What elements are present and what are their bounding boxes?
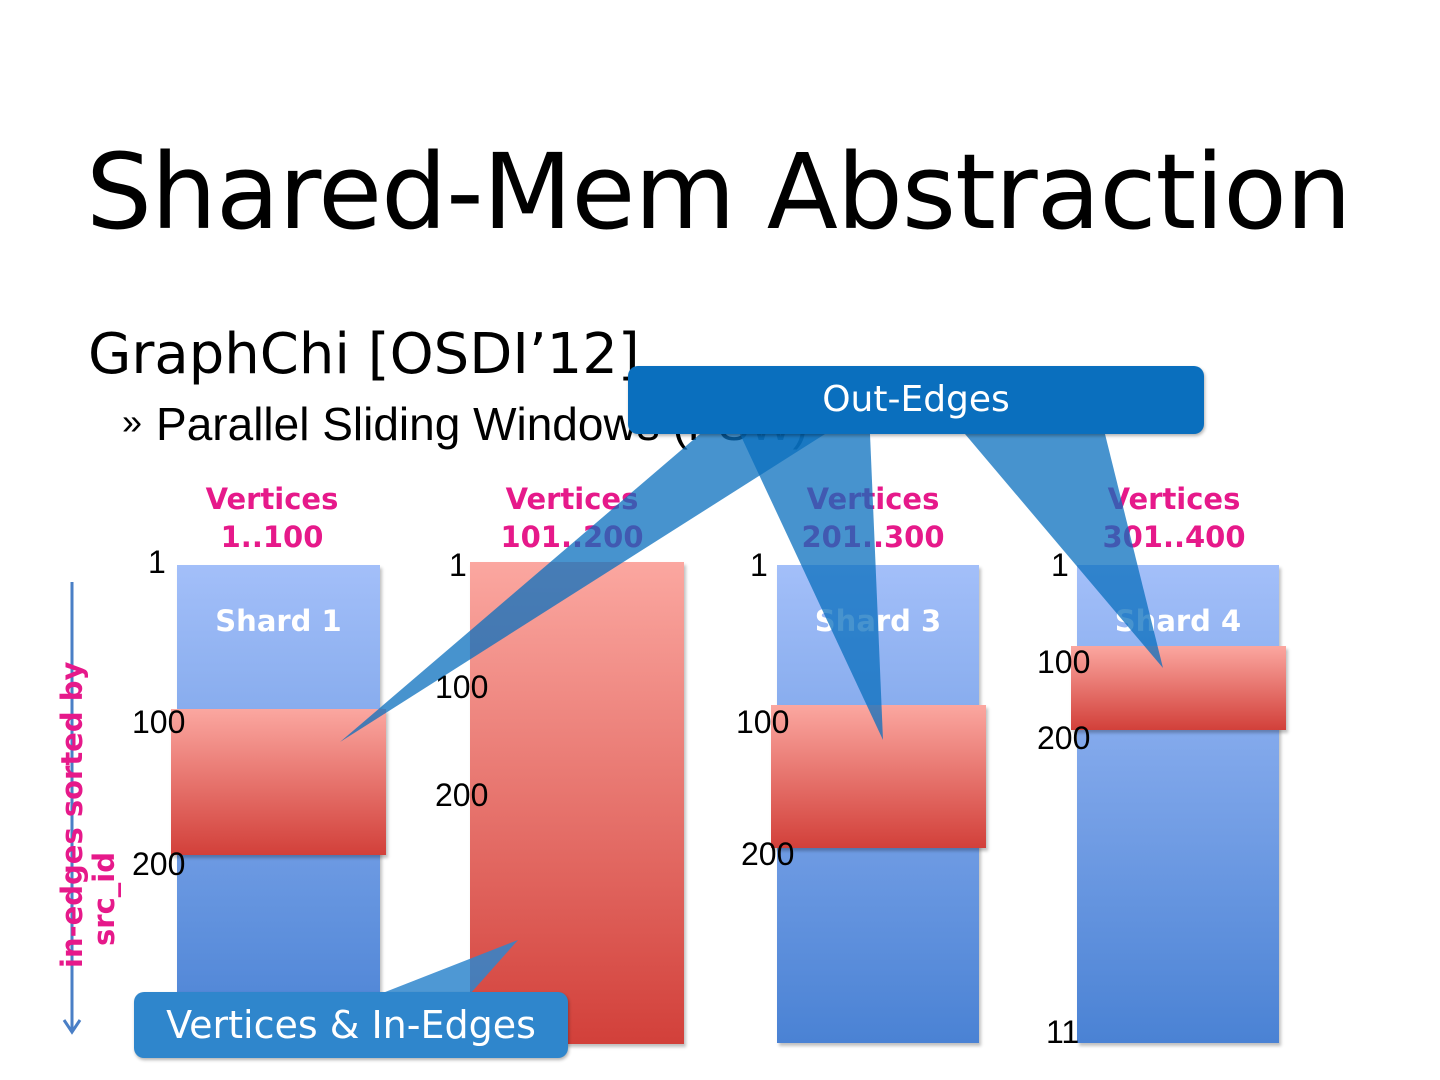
vertices-in-edges-callout: Vertices & In-Edges bbox=[134, 992, 568, 1058]
tick-shard-3-200: 200 bbox=[741, 836, 795, 872]
shard-4-window bbox=[1071, 646, 1286, 730]
column-label-1-line2: 1..100 bbox=[220, 520, 324, 554]
tick-shard-3-start: 1 bbox=[750, 547, 768, 583]
column-label-4-line1: Vertices bbox=[1107, 482, 1241, 516]
tick-shard-4-start: 1 bbox=[1051, 547, 1069, 583]
column-label-1-line1: Vertices bbox=[205, 482, 339, 516]
pointer-to-shard-4 bbox=[965, 434, 1163, 668]
slide-subtitle: GraphChi [OSDI’12] bbox=[88, 322, 640, 387]
tick-shard-1-start: 1 bbox=[148, 544, 166, 580]
tick-shard-4-100: 100 bbox=[1037, 644, 1091, 680]
tick-shard-4-200: 200 bbox=[1037, 720, 1091, 756]
tick-shard-1-200: 200 bbox=[132, 846, 186, 882]
down-arrow-icon bbox=[62, 582, 82, 1035]
tick-shard-2-start: 1 bbox=[449, 547, 467, 583]
shard-4: Shard 4 bbox=[1077, 565, 1279, 1043]
slide-title: Shared-Mem Abstraction bbox=[86, 131, 1352, 253]
tick-shard-4-end: 11 bbox=[1046, 1014, 1080, 1050]
column-label-1: Vertices 1..100 bbox=[162, 480, 382, 556]
pointer-to-shard-2 bbox=[380, 940, 518, 994]
pointer-to-shard-1 bbox=[340, 434, 825, 742]
shard-1-label: Shard 1 bbox=[215, 604, 342, 638]
tick-shard-3-100: 100 bbox=[736, 704, 790, 740]
tick-shard-1-100: 100 bbox=[132, 704, 186, 740]
out-edges-callout: Out-Edges bbox=[628, 366, 1204, 434]
bullet-mark: » bbox=[122, 401, 143, 442]
tick-shard-2-200: 200 bbox=[435, 777, 489, 813]
shard-2 bbox=[470, 562, 684, 1044]
pointer-to-shard-3 bbox=[740, 434, 883, 740]
